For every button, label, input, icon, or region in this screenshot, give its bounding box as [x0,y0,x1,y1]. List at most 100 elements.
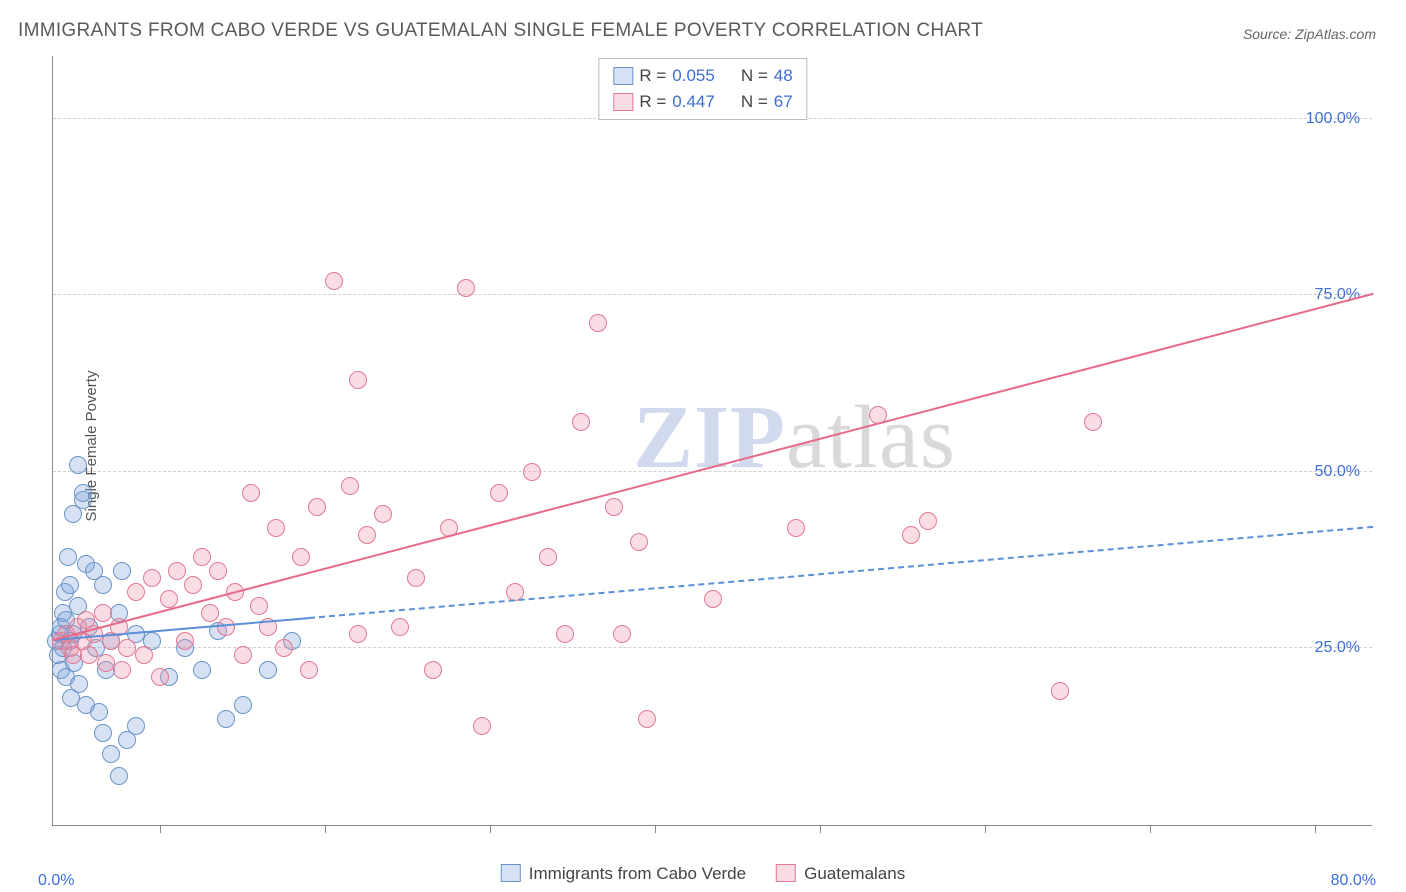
legend-item-a: Immigrants from Cabo Verde [501,864,746,884]
x-tick [820,825,821,833]
n-value-a: 48 [774,66,793,86]
data-point [97,654,115,672]
legend-swatch-a [501,864,521,882]
r-value-a: 0.055 [672,66,715,86]
watermark-atlas: atlas [786,388,956,487]
x-tick [325,825,326,833]
data-point [234,696,252,714]
legend-swatch-a [613,67,633,85]
x-min-label: 0.0% [38,872,74,890]
data-point [184,576,202,594]
data-point [217,710,235,728]
x-tick [655,825,656,833]
x-tick [1150,825,1151,833]
y-tick-label: 100.0% [1306,110,1360,128]
data-point [80,646,98,664]
legend-swatch-b [776,864,796,882]
data-point [589,314,607,332]
data-point [1084,413,1102,431]
data-point [242,484,260,502]
data-point [113,562,131,580]
trend-line [309,526,1373,619]
data-point [902,526,920,544]
data-point [613,625,631,643]
chart-title: IMMIGRANTS FROM CABO VERDE VS GUATEMALAN… [18,20,983,42]
data-point [457,279,475,297]
data-point [201,604,219,622]
data-point [787,519,805,537]
data-point [424,661,442,679]
data-point [275,639,293,657]
data-point [113,661,131,679]
data-point [391,618,409,636]
data-point [70,675,88,693]
watermark-zip: ZIP [633,388,786,487]
data-point [490,484,508,502]
legend-row-a: R = 0.055 N = 48 [613,63,792,89]
x-tick [160,825,161,833]
data-point [110,767,128,785]
data-point [234,646,252,664]
n-label-a: N = [741,66,768,86]
data-point [193,661,211,679]
data-point [630,533,648,551]
data-point [160,590,178,608]
data-point [374,505,392,523]
plot-area: ZIPatlas 25.0%50.0%75.0%100.0% [52,56,1372,826]
data-point [349,371,367,389]
data-point [59,548,77,566]
data-point [69,456,87,474]
data-point [118,639,136,657]
y-tick-label: 50.0% [1315,463,1360,481]
data-point [349,625,367,643]
series-legend: Immigrants from Cabo Verde Guatemalans [501,864,905,884]
data-point [341,477,359,495]
gridline [53,471,1372,472]
data-point [209,562,227,580]
data-point [358,526,376,544]
data-point [90,703,108,721]
data-point [94,724,112,742]
data-point [300,661,318,679]
gridline [53,647,1372,648]
n-value-b: 67 [774,92,793,112]
data-point [151,668,169,686]
r-label-b: R = [639,92,666,112]
data-point [267,519,285,537]
x-max-label: 80.0% [1331,872,1376,890]
correlation-legend: R = 0.055 N = 48 R = 0.447 N = 67 [598,58,807,120]
data-point [127,583,145,601]
r-label-a: R = [639,66,666,86]
data-point [61,576,79,594]
r-value-b: 0.447 [672,92,715,112]
data-point [102,745,120,763]
data-point [523,463,541,481]
data-point [250,597,268,615]
legend-item-b: Guatemalans [776,864,905,884]
data-point [127,717,145,735]
data-point [473,717,491,735]
data-point [292,548,310,566]
n-label-b: N = [741,92,768,112]
data-point [217,618,235,636]
data-point [143,569,161,587]
data-point [135,646,153,664]
data-point [325,272,343,290]
data-point [407,569,425,587]
y-tick-label: 25.0% [1315,639,1360,657]
data-point [259,661,277,679]
legend-swatch-b [613,93,633,111]
data-point [919,512,937,530]
data-point [193,548,211,566]
data-point [308,498,326,516]
data-point [74,484,92,502]
data-point [704,590,722,608]
data-point [572,413,590,431]
data-point [539,548,557,566]
data-point [638,710,656,728]
data-point [94,576,112,594]
data-point [94,604,112,622]
data-point [1051,682,1069,700]
x-tick [985,825,986,833]
data-point [556,625,574,643]
